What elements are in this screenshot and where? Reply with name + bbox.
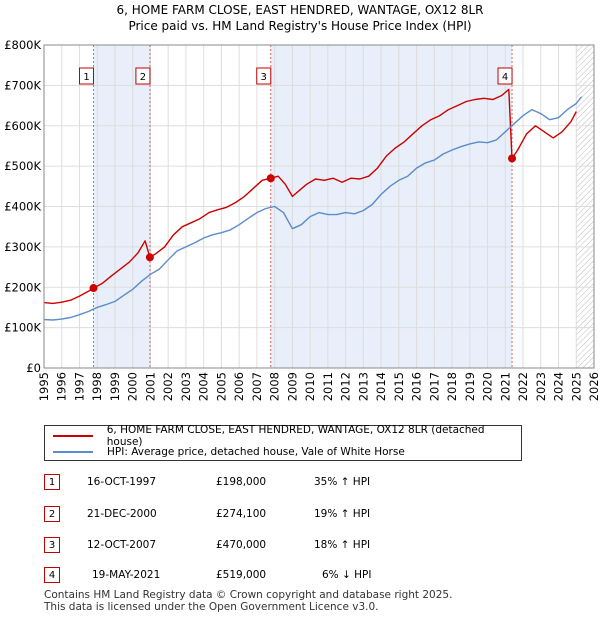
x-tick-label: 2006 xyxy=(232,372,246,401)
x-tick-label: 1997 xyxy=(72,372,86,401)
x-tick-label: 2001 xyxy=(143,372,157,401)
legend-swatch-hpi xyxy=(53,451,93,453)
legend-item-hpi: HPI: Average price, detached house, Vale… xyxy=(53,444,405,460)
legend-item-property: 6, HOME FARM CLOSE, EAST HENDRED, WANTAG… xyxy=(53,424,521,448)
sale-badge: 3 xyxy=(44,537,60,553)
x-tick-label: 2008 xyxy=(268,372,282,401)
sale-badge: 4 xyxy=(44,567,60,583)
x-tick-label: 2017 xyxy=(427,372,441,401)
x-tick-label: 2015 xyxy=(392,372,406,401)
y-tick-label: £800K xyxy=(4,38,41,52)
legend-label-property: 6, HOME FARM CLOSE, EAST HENDRED, WANTAG… xyxy=(106,424,485,448)
legend: 6, HOME FARM CLOSE, EAST HENDRED, WANTAG… xyxy=(44,424,522,461)
x-tick-label: 1996 xyxy=(55,372,69,401)
property-price-line xyxy=(43,88,577,305)
legend-label-hpi: HPI: Average price, detached house, Vale… xyxy=(107,446,405,458)
x-tick-label: 2005 xyxy=(214,372,228,401)
sale-label: 3 xyxy=(261,72,267,83)
sale-hpi: 18% ↑ HPI xyxy=(314,539,371,551)
y-tick-label: £200K xyxy=(4,280,41,294)
footer-licence: This data is licensed under the Open Gov… xyxy=(44,601,379,613)
x-tick-label: 2024 xyxy=(552,372,566,401)
sale-price: £274,100 xyxy=(216,508,267,520)
sale-label: 2 xyxy=(140,72,146,83)
sale-label: 1 xyxy=(83,72,89,83)
sale-price: £519,000 xyxy=(216,569,267,581)
x-tick-label: 1998 xyxy=(90,372,104,401)
x-tick-label: 2004 xyxy=(197,372,211,401)
x-tick-label: 2020 xyxy=(481,372,495,401)
price-chart: 6, HOME FARM CLOSE, EAST HENDRED, WANTAG… xyxy=(4,3,600,401)
sale-point xyxy=(508,154,517,163)
sale-date: 12-OCT-2007 xyxy=(87,539,156,551)
x-tick-label: 2013 xyxy=(356,372,370,401)
x-tick-label: 2012 xyxy=(339,372,353,401)
sale-price: £198,000 xyxy=(216,476,267,488)
plot-frame xyxy=(43,44,595,369)
sale-label-box xyxy=(497,67,513,85)
x-tick-label: 2021 xyxy=(498,372,512,401)
x-tick-label: 2014 xyxy=(374,372,388,401)
x-tick-label: 2022 xyxy=(516,372,530,401)
chart-title: 6, HOME FARM CLOSE, EAST HENDRED, WANTAG… xyxy=(116,3,483,17)
sale-badge: 2 xyxy=(44,506,60,522)
sale-point xyxy=(89,284,98,293)
y-tick-label: £0 xyxy=(26,361,41,375)
y-tick-label: £300K xyxy=(4,240,41,254)
x-tick-label: 2000 xyxy=(126,372,140,401)
sale-date: 21-DEC-2000 xyxy=(87,508,157,520)
y-tick-label: £400K xyxy=(4,200,41,214)
x-tick-label: 2003 xyxy=(179,372,193,401)
x-tick-label: 2023 xyxy=(534,372,548,401)
x-tick-label: 2025 xyxy=(569,372,583,401)
sale-label-box xyxy=(256,67,272,85)
x-tick-label: 1995 xyxy=(37,372,51,401)
sale-label-box xyxy=(135,67,151,85)
footer-copyright: Contains HM Land Registry data © Crown c… xyxy=(44,589,453,601)
x-tick-label: 2011 xyxy=(321,372,335,401)
sale-price: £470,000 xyxy=(216,539,267,551)
y-tick-label: £100K xyxy=(4,321,41,335)
sale-point xyxy=(266,174,275,183)
y-tick-label: £600K xyxy=(4,119,41,133)
sale-hpi: 19% ↑ HPI xyxy=(314,508,371,520)
x-tick-label: 2018 xyxy=(445,372,459,401)
hpi-line xyxy=(43,96,583,321)
x-tick-label: 2007 xyxy=(250,372,264,401)
sale-hpi: 6% ↓ HPI xyxy=(322,569,372,581)
x-tick-label: 2002 xyxy=(161,372,175,401)
sale-label: 4 xyxy=(502,72,508,83)
sale-hpi: 35% ↑ HPI xyxy=(314,476,371,488)
sale-point xyxy=(145,253,154,262)
sale-badge: 1 xyxy=(44,474,60,490)
x-tick-label: 2009 xyxy=(285,372,299,401)
footer: Contains HM Land Registry data © Crown c… xyxy=(44,589,452,613)
x-tick-label: 2026 xyxy=(587,372,600,401)
x-tick-label: 2016 xyxy=(410,372,424,401)
chart-subtitle: Price paid vs. HM Land Registry's House … xyxy=(128,19,471,33)
x-tick-label: 1999 xyxy=(108,372,122,401)
y-tick-label: £700K xyxy=(4,78,41,92)
sale-date: 19-MAY-2021 xyxy=(92,569,161,581)
legend-swatch-property xyxy=(53,435,93,437)
y-tick-label: £500K xyxy=(4,159,41,173)
sale-label-box xyxy=(79,67,94,85)
sale-date: 16-OCT-1997 xyxy=(87,476,156,488)
x-tick-label: 2010 xyxy=(303,372,317,401)
x-tick-label: 2019 xyxy=(463,372,477,401)
